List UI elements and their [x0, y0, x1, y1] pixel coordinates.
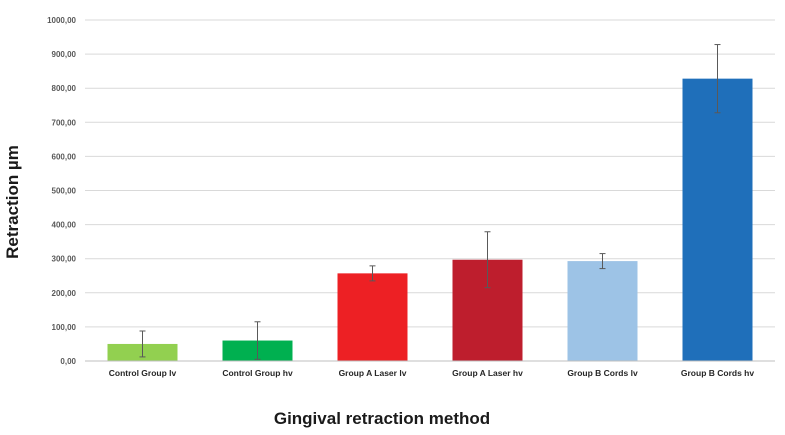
y-tick-label: 600,00 — [52, 152, 77, 161]
y-tick-label: 100,00 — [52, 323, 77, 332]
x-category-label: Group B Cords lv — [567, 368, 638, 378]
y-tick-label: 700,00 — [52, 118, 77, 127]
y-tick-label: 1000,00 — [47, 16, 76, 25]
y-tick-label: 200,00 — [52, 289, 77, 298]
error-bars — [139, 44, 721, 360]
x-category-label: Group A Laser lv — [339, 368, 407, 378]
y-tick-label: 300,00 — [52, 255, 77, 264]
x-category-label: Control Group hv — [222, 368, 293, 378]
bars — [107, 78, 753, 361]
x-category-label: Control Group lv — [109, 368, 177, 378]
bar — [337, 273, 408, 361]
x-axis-categories: Control Group lv Control Group hv Group A … — [109, 368, 755, 378]
y-axis-ticks: 0,00 100,00 200,00 300,00 400,00 500,00 600,00… — [47, 16, 76, 366]
gridlines — [85, 19, 775, 328]
y-tick-label: 500,00 — [52, 187, 77, 196]
x-category-label: Group A Laser hv — [452, 368, 523, 378]
y-tick-label: 900,00 — [52, 50, 77, 59]
bar — [682, 78, 753, 361]
y-tick-label: 800,00 — [52, 84, 77, 93]
bar — [567, 261, 638, 361]
y-tick-label: 400,00 — [52, 221, 77, 230]
y-tick-label: 0,00 — [60, 357, 76, 366]
x-axis-title: Gingival retraction method — [274, 409, 490, 428]
y-axis-title: Retraction µm — [3, 145, 22, 259]
x-category-label: Group B Cords hv — [681, 368, 754, 378]
